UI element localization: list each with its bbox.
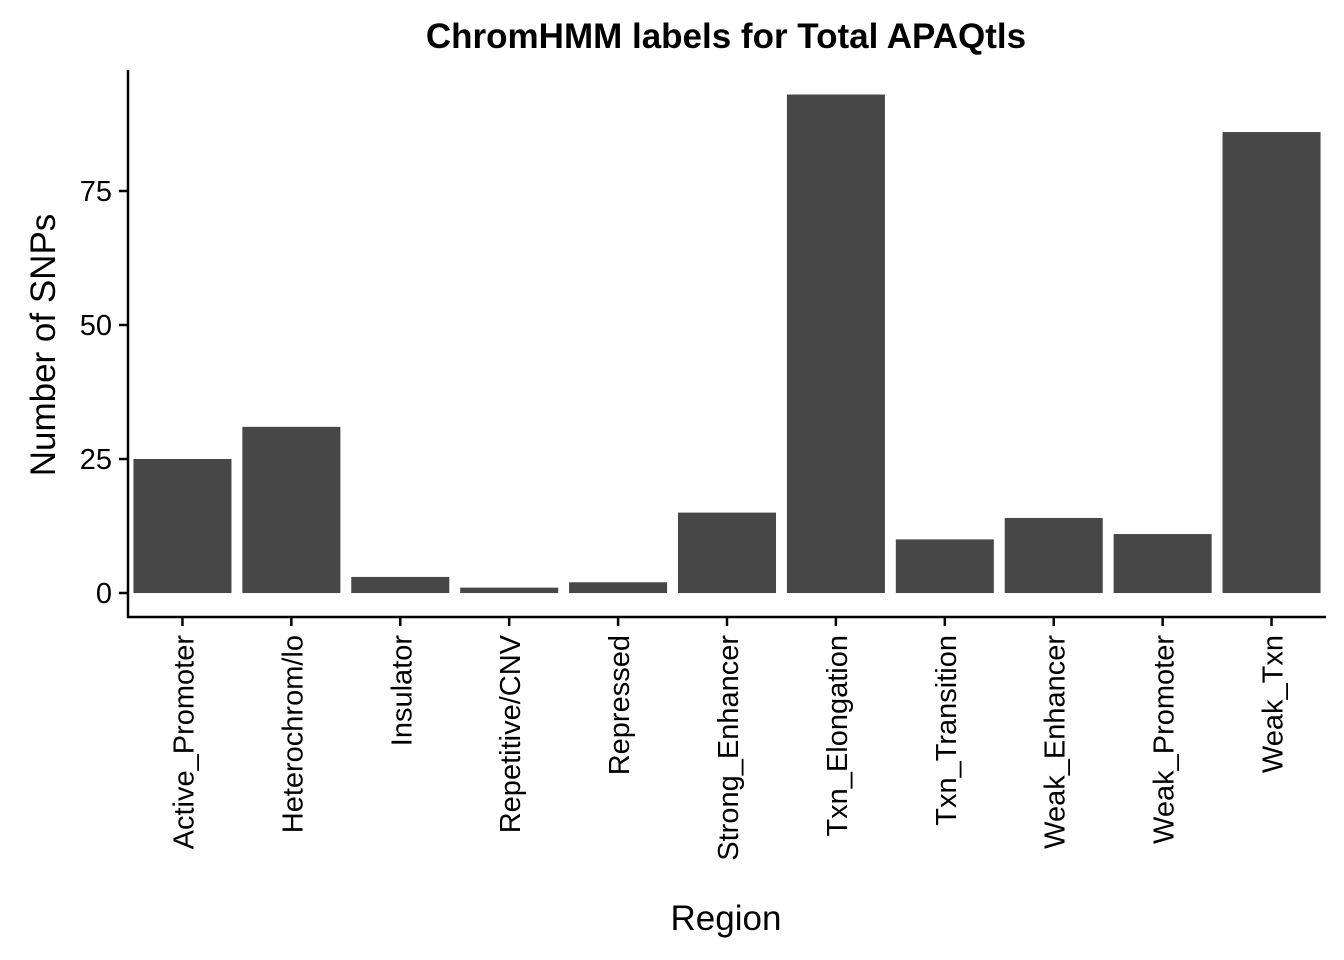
x-axis-title: Region bbox=[671, 899, 782, 938]
bar-weak-enhancer bbox=[1004, 517, 1103, 593]
x-axis: Active_Promoter Heterochrom/lo Insulator Re… bbox=[127, 615, 1326, 861]
x-tick-label: Insulator bbox=[386, 635, 418, 747]
x-tick-label: Txn_Transition bbox=[931, 635, 963, 826]
bar-heterochrom-lo bbox=[242, 426, 341, 593]
x-tick-label: Weak_Enhancer bbox=[1040, 635, 1072, 849]
x-tick-label: Weak_Txn bbox=[1258, 635, 1290, 773]
bar-repetitive-cnv bbox=[460, 587, 559, 593]
x-tick-label: Repetitive/CNV bbox=[495, 634, 527, 833]
bar-strong-enhancer bbox=[677, 512, 777, 593]
y-axis: 0 25 50 75 bbox=[80, 70, 130, 618]
y-tick-label: 0 bbox=[96, 578, 112, 610]
bar-active-promoter bbox=[133, 459, 232, 593]
y-tick-label: 50 bbox=[80, 310, 112, 342]
x-tick-label: Weak_Promoter bbox=[1149, 635, 1181, 844]
x-tick-label: Repressed bbox=[604, 635, 636, 775]
bar-weak-txn bbox=[1222, 132, 1321, 594]
bar-txn-elongation bbox=[786, 94, 885, 594]
x-tick-label: Active_Promoter bbox=[168, 635, 200, 850]
bar-repressed bbox=[569, 582, 668, 593]
chart-title: ChromHMM labels for Total APAQtls bbox=[426, 17, 1026, 56]
y-tick-label: 75 bbox=[80, 176, 112, 208]
bar-txn-transition bbox=[895, 539, 994, 593]
bar-insulator bbox=[351, 576, 450, 593]
x-tick-label: Heterochrom/lo bbox=[277, 635, 309, 833]
bar-weak-promoter bbox=[1113, 534, 1212, 593]
x-tick-label: Strong_Enhancer bbox=[713, 635, 745, 861]
y-axis-title: Number of SNPs bbox=[24, 214, 63, 477]
x-tick-label: Txn_Elongation bbox=[822, 635, 854, 837]
bars-group bbox=[133, 94, 1321, 594]
y-tick-label: 25 bbox=[80, 444, 112, 476]
